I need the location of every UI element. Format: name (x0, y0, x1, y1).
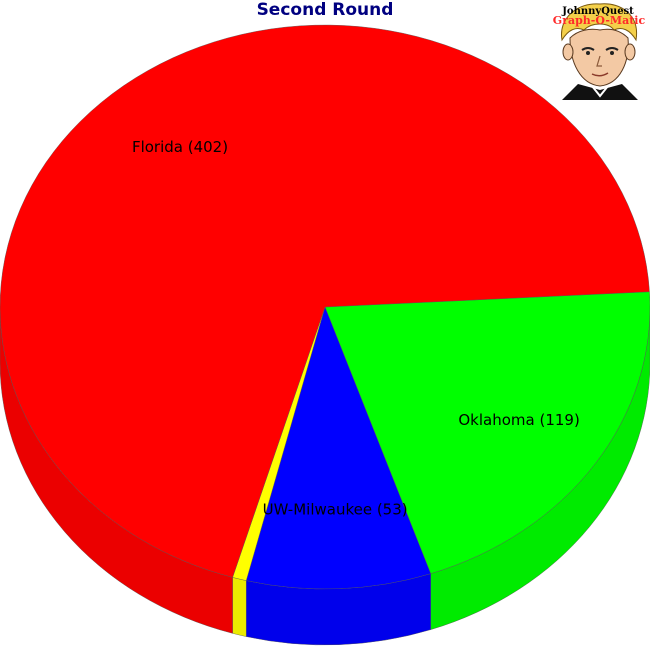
pie-label-uw-milwaukee: UW-Milwaukee (53) (263, 500, 408, 518)
pie-slice-oklahoma (324, 291, 650, 574)
logo-line-1: JohnnyQuest (561, 6, 634, 17)
chart-title: Second Round (256, 0, 394, 20)
pie-slices (0, 24, 650, 590)
pie-slice-florida (0, 24, 650, 578)
pie-slice-uw-milwaukee (245, 306, 431, 590)
pie-side-walls (0, 306, 650, 646)
pie-labels: Oklahoma (119) UW-Milwaukee (53) Florida (… (132, 138, 580, 518)
logo-line-2: Graph-O-Matic (553, 14, 646, 27)
pie-label-florida: Florida (402) (132, 138, 228, 156)
pie-side-slice-2 (232, 577, 247, 637)
pie-label-oklahoma: Oklahoma (119) (458, 411, 579, 429)
graph-o-matic-logo: JohnnyQuest Graph-O-Matic (553, 3, 646, 100)
